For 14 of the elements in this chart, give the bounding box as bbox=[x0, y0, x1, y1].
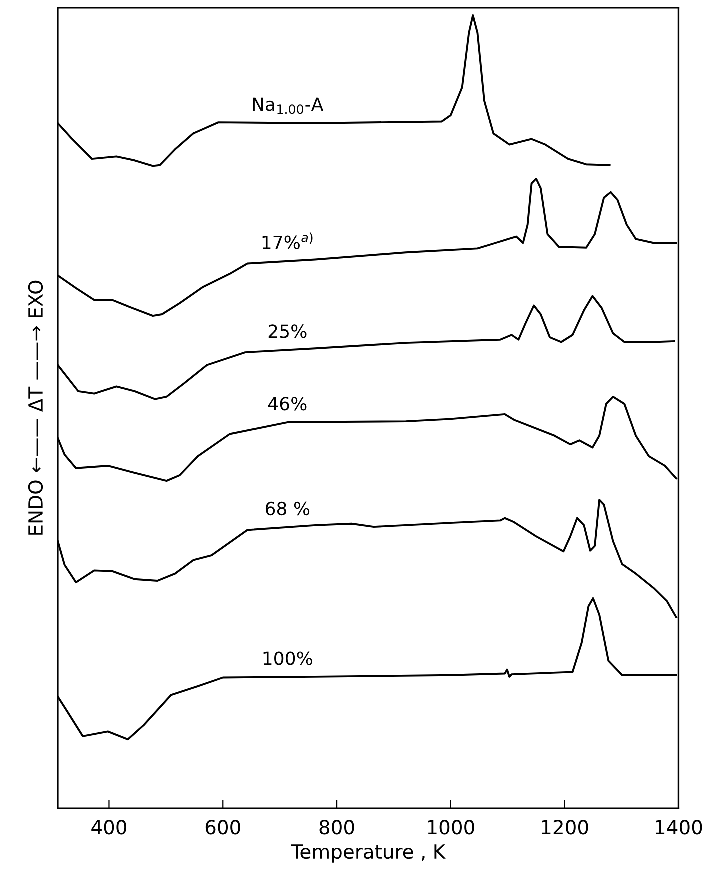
x-tick-label: 1200 bbox=[542, 820, 588, 835]
x-tick-label: 600 bbox=[206, 820, 240, 835]
x-tick-label: 400 bbox=[92, 820, 126, 835]
x-axis-title: Temperature , K bbox=[291, 844, 446, 863]
series-label: 100% bbox=[264, 652, 312, 666]
x-tick-label: 1400 bbox=[656, 820, 702, 835]
series-label: 25% bbox=[268, 324, 307, 338]
series-label: 17%$^{a)}$ bbox=[262, 232, 313, 250]
x-tick-label: 1000 bbox=[428, 820, 474, 835]
y-axis-title: ENDO ←—— ΔT ——→ EXO bbox=[28, 280, 44, 535]
x-tick-label: 800 bbox=[320, 820, 354, 835]
series-label: 68 % bbox=[266, 502, 310, 516]
series-label: Na$_{1.00}$-A bbox=[253, 98, 324, 114]
series-label: 46% bbox=[268, 397, 307, 411]
